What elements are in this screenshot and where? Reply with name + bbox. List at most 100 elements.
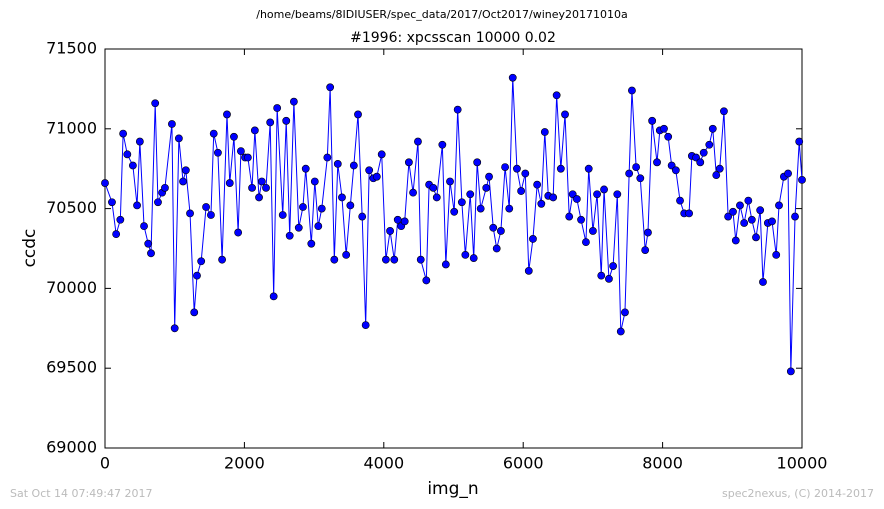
data-point [724,212,733,221]
data-point [772,250,781,259]
data-point [278,211,287,219]
data-point [223,110,231,119]
x-tick-label: 10000 [777,454,828,473]
data-point [616,327,625,336]
data-point [572,195,581,203]
data-point [768,217,776,226]
data-point [461,250,470,259]
data-point [485,172,493,181]
data-point [524,266,533,275]
data-point [740,219,749,227]
data-point [128,161,137,170]
data-point [101,179,109,187]
x-tick-label: 2000 [224,454,265,473]
data-point [628,86,636,95]
data-line [104,77,803,372]
data-point [119,129,128,138]
x-tick-label: 8000 [642,454,683,473]
data-point [237,147,245,156]
data-point [501,163,509,172]
data-point [365,166,374,175]
data-point [708,124,717,133]
x-tick-label: 6000 [503,454,544,473]
data-point [255,193,263,202]
data-point [422,276,431,285]
data-point [289,97,298,106]
data-point [285,231,294,240]
data-point [168,120,176,128]
data-point [549,193,558,202]
data-point [144,239,153,248]
data-point [513,164,521,173]
data-point [414,137,422,146]
data-point [174,134,183,143]
data-point [648,116,657,125]
y-tick-label: 70500 [46,198,97,217]
data-point [720,107,728,116]
data-point [218,255,226,264]
data-point [625,169,634,178]
data-point [133,201,141,210]
data-point [361,321,370,330]
data-point [744,196,753,205]
data-point [685,209,693,218]
data-point [696,158,705,167]
y-tick-label: 70000 [46,278,97,297]
data-point [214,148,222,157]
data-point [795,137,804,146]
data-point [641,246,650,254]
data-point [660,124,668,133]
data-point [473,158,482,167]
data-point [609,262,618,270]
data-point [112,230,121,239]
data-point [333,160,342,168]
data-point [273,104,282,112]
data-point [636,174,645,183]
data-point [613,190,622,199]
data-point [151,99,160,108]
data-point [556,164,565,173]
data-point [644,228,652,237]
data-point [791,212,799,221]
data-point [170,324,179,333]
data-point [123,150,132,159]
data-point [786,367,795,376]
data-point [450,207,459,216]
data-point [234,228,243,237]
data-point [409,188,417,197]
data-point [784,169,792,178]
data-point [404,158,413,167]
data-point [537,199,546,208]
data-point [262,183,270,192]
y-tick-label: 71000 [46,118,97,137]
data-point [314,222,323,231]
data-point [307,239,316,248]
data-point [589,227,597,235]
data-point [597,271,606,280]
data-point [393,215,402,224]
y-axis-label: ccdc [20,229,40,268]
data-point [593,190,601,199]
data-point [140,222,148,231]
data-point [632,163,641,172]
data-point [775,201,783,210]
data-point [798,175,806,184]
data-point [243,153,252,162]
data-point [705,140,714,149]
data-point [179,177,187,186]
data-point [372,172,381,181]
data-point [301,164,310,173]
footer-left: Sat Oct 14 07:49:47 2017 [10,487,152,500]
data-point [482,183,491,192]
data-point [416,255,425,264]
data-point [466,190,475,199]
data-point [508,73,517,82]
data-point [108,198,116,207]
data-point [653,158,661,167]
data-point [489,223,498,232]
data-point [197,257,206,266]
data-point [600,185,608,194]
data-point [330,255,339,264]
